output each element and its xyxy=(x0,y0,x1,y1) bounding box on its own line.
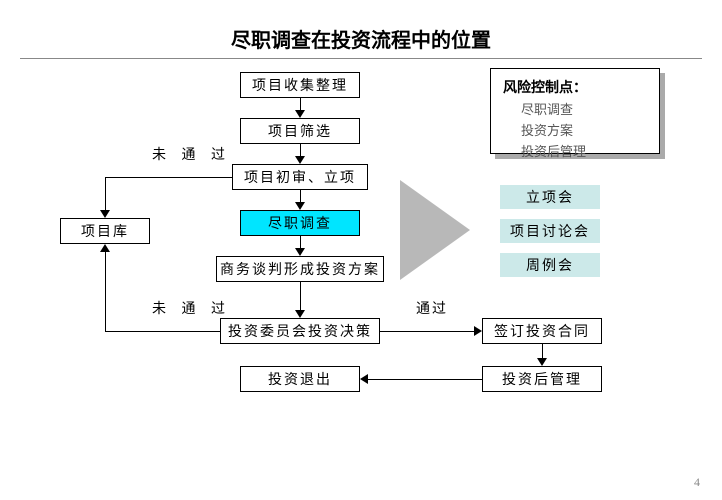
sidebox-item: 投资方案 xyxy=(521,120,647,139)
flow-node-n7: 签订投资合同 xyxy=(482,318,602,344)
arrow-head-icon xyxy=(295,248,305,256)
edge-line xyxy=(542,344,544,358)
flow-node-n4: 尽职调查 xyxy=(240,210,360,236)
meeting-m3: 周例会 xyxy=(500,253,600,277)
title-rule xyxy=(20,58,702,59)
meeting-m1: 立项会 xyxy=(500,185,600,209)
edge-line xyxy=(105,177,232,179)
arrow-head-icon xyxy=(100,244,110,252)
risk-control-box: 风险控制点： 尽职调查 投资方案 投资后管理 xyxy=(490,68,660,154)
edge-line xyxy=(105,252,107,331)
flow-node-n1: 项目收集整理 xyxy=(240,72,360,98)
arrow-head-icon xyxy=(295,202,305,210)
edge-label-pass: 通过 xyxy=(416,298,448,318)
flow-node-n3: 项目初审、立项 xyxy=(232,164,368,190)
sidebox-title: 风险控制点： xyxy=(503,77,647,97)
big-arrow-icon xyxy=(400,180,470,280)
flow-node-n9: 投资退出 xyxy=(240,366,360,392)
arrow-head-icon xyxy=(537,358,547,366)
edge-line xyxy=(300,144,302,156)
edge-line xyxy=(105,331,220,333)
edge-line xyxy=(300,98,302,110)
page-number: 4 xyxy=(694,475,700,490)
arrow-head-icon xyxy=(360,374,368,384)
edge-line xyxy=(368,379,482,381)
sidebox-item: 投资后管理 xyxy=(521,141,647,160)
edge-label-fail1: 未 通 过 xyxy=(152,144,231,164)
page-title: 尽职调查在投资流程中的位置 xyxy=(0,24,722,53)
edge-line xyxy=(300,236,302,248)
flow-node-n5: 商务谈判形成投资方案 xyxy=(216,256,384,282)
arrow-head-icon xyxy=(100,210,110,218)
sidebox-item: 尽职调查 xyxy=(521,99,647,118)
flow-node-n2: 项目筛选 xyxy=(240,118,360,144)
flow-node-n8: 投资后管理 xyxy=(482,366,602,392)
edge-line xyxy=(105,177,107,210)
edge-line xyxy=(300,190,302,202)
edge-label-fail2: 未 通 过 xyxy=(152,298,231,318)
edge-line xyxy=(380,331,474,333)
edge-line xyxy=(300,282,302,310)
flow-node-n10: 项目库 xyxy=(60,218,150,244)
arrow-head-icon xyxy=(295,156,305,164)
meeting-m2: 项目讨论会 xyxy=(500,219,600,243)
arrow-head-icon xyxy=(474,326,482,336)
flow-node-n6: 投资委员会投资决策 xyxy=(220,318,380,344)
arrow-head-icon xyxy=(295,310,305,318)
arrow-head-icon xyxy=(295,110,305,118)
